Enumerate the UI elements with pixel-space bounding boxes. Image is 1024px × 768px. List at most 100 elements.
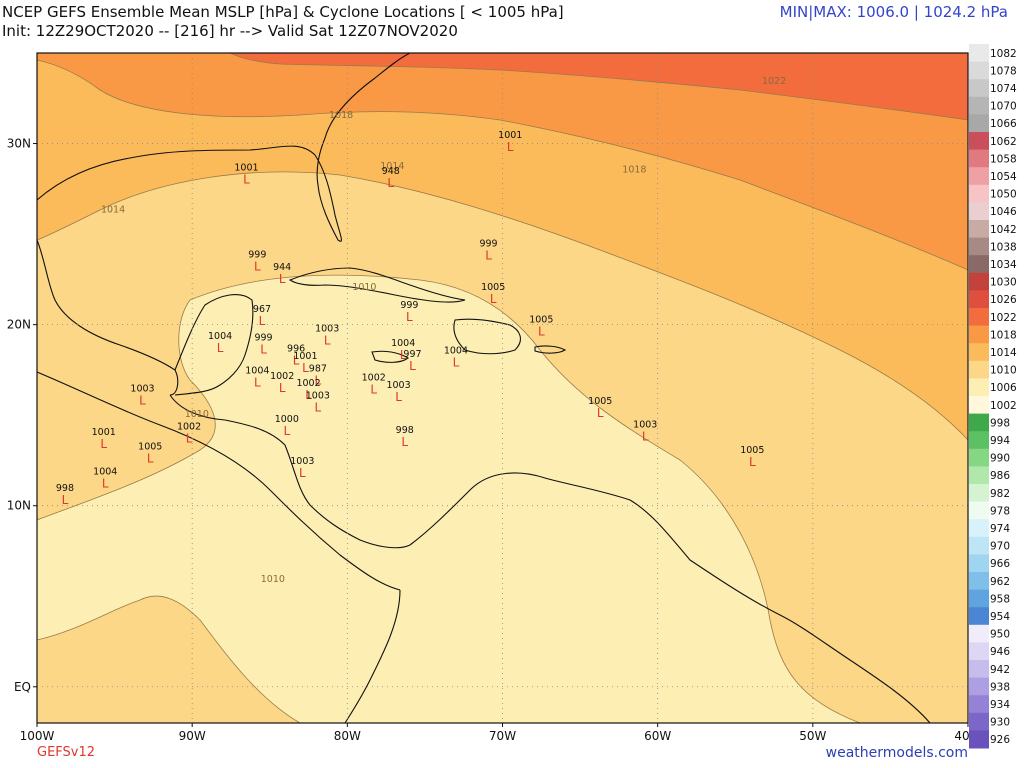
low-marker: L	[254, 259, 261, 273]
low-marker: L	[490, 292, 497, 306]
low-marker: L	[507, 140, 514, 154]
colorbar-swatch	[969, 343, 989, 362]
y-tick-label: 20N	[7, 318, 31, 332]
yucatan-outline	[174, 294, 254, 396]
colorbar-label: 970	[990, 541, 1010, 553]
low-marker: L	[395, 390, 402, 404]
low-marker: L	[409, 359, 416, 373]
low-marker: L	[260, 343, 267, 357]
contour-label: 1022	[762, 76, 786, 87]
pressure-band-1018	[37, 53, 968, 271]
x-tick-label: 100W	[20, 729, 55, 743]
contour-label: 1018	[622, 165, 646, 176]
coastlines	[37, 53, 931, 723]
jamaica-outline	[371, 350, 409, 363]
low-marker: L	[485, 249, 492, 263]
low-marker: L	[642, 430, 649, 444]
colorbar-label: 958	[990, 593, 1010, 605]
colorbar-swatch	[969, 519, 989, 538]
low-pressure-value: 1004	[391, 338, 415, 349]
colorbar-label: 974	[990, 523, 1010, 535]
colorbar-swatch	[969, 695, 989, 714]
colorbar-swatch	[969, 730, 989, 749]
low-marker: L	[259, 314, 266, 328]
colorbar-label: 1026	[990, 294, 1017, 306]
low-pressure-value: 999	[254, 333, 272, 344]
cuba-outline	[288, 267, 466, 303]
colorbar-label: 1074	[990, 83, 1017, 95]
low-marker: L	[406, 310, 413, 324]
low-marker: L	[302, 361, 309, 375]
colorbar-label: 1070	[990, 101, 1017, 113]
south-america-north-coast	[409, 472, 931, 723]
colorbar-swatch	[969, 290, 989, 309]
central-america-outline	[169, 394, 411, 549]
colorbar-swatch	[969, 96, 989, 115]
low-pressure-value: 1004	[93, 467, 117, 478]
colorbar-swatch	[969, 378, 989, 397]
low-pressure-value: 1005	[740, 445, 764, 456]
colorbar-swatch	[969, 308, 989, 327]
low-marker: L	[305, 388, 312, 402]
min-max-readout: MIN|MAX: 1006.0 | 1024.2 hPa	[779, 3, 1008, 21]
colorbar-label: 1058	[990, 153, 1017, 165]
x-tick-label: 50W	[799, 729, 826, 743]
init-valid-line: Init: 12Z29OCT2020 -- [216] hr --> Valid…	[2, 22, 458, 40]
colorbar-label: 1082	[990, 48, 1017, 60]
colorbar-label: 990	[990, 453, 1010, 465]
colorbar-swatch	[969, 677, 989, 696]
graticule	[37, 53, 968, 723]
y-tick-label: EQ	[14, 680, 31, 694]
colorbar-swatch	[969, 607, 989, 626]
colorbar-label: 1042	[990, 224, 1017, 236]
x-tick-label: 90W	[179, 729, 206, 743]
low-pressure-value: 1005	[138, 441, 162, 452]
low-pressure-value: 1001	[234, 163, 258, 174]
colorbar-label: 1014	[990, 347, 1017, 359]
pressure-band-1006	[37, 274, 861, 723]
pressure-band-1022	[229, 53, 968, 121]
low-marker: L	[283, 424, 290, 438]
low-pressure-value: 999	[400, 300, 418, 311]
contour-label: 1018	[329, 110, 353, 121]
colorbar-label: 978	[990, 505, 1010, 517]
low-marker: L	[102, 477, 109, 491]
colorbar-swatch	[969, 114, 989, 133]
central-america-pacific	[37, 371, 401, 591]
colorbar-label: 1062	[990, 136, 1017, 148]
low-marker: L	[217, 341, 224, 355]
low-pressure-value: 999	[248, 249, 266, 260]
colorbar-swatch	[969, 396, 989, 415]
colorbar-swatch	[969, 624, 989, 643]
colorbar-swatch	[969, 272, 989, 291]
low-pressure-value: 1004	[245, 365, 269, 376]
colorbar-swatch	[969, 149, 989, 168]
low-pressure-value: 1005	[588, 396, 612, 407]
low-pressure-value: 1005	[481, 282, 505, 293]
low-pressure-value: 1001	[92, 427, 116, 438]
site-credit[interactable]: weathermodels.com	[825, 745, 968, 761]
colorbar-label: 994	[990, 435, 1010, 447]
low-marker: L	[147, 451, 154, 465]
low-pressure-value: 1005	[529, 315, 553, 326]
low-marker: L	[299, 466, 306, 480]
colorbar-label: 1010	[990, 365, 1017, 377]
colorbar-swatch	[969, 79, 989, 98]
colorbar-label: 934	[990, 699, 1010, 711]
colorbar-label: 1018	[990, 329, 1017, 341]
